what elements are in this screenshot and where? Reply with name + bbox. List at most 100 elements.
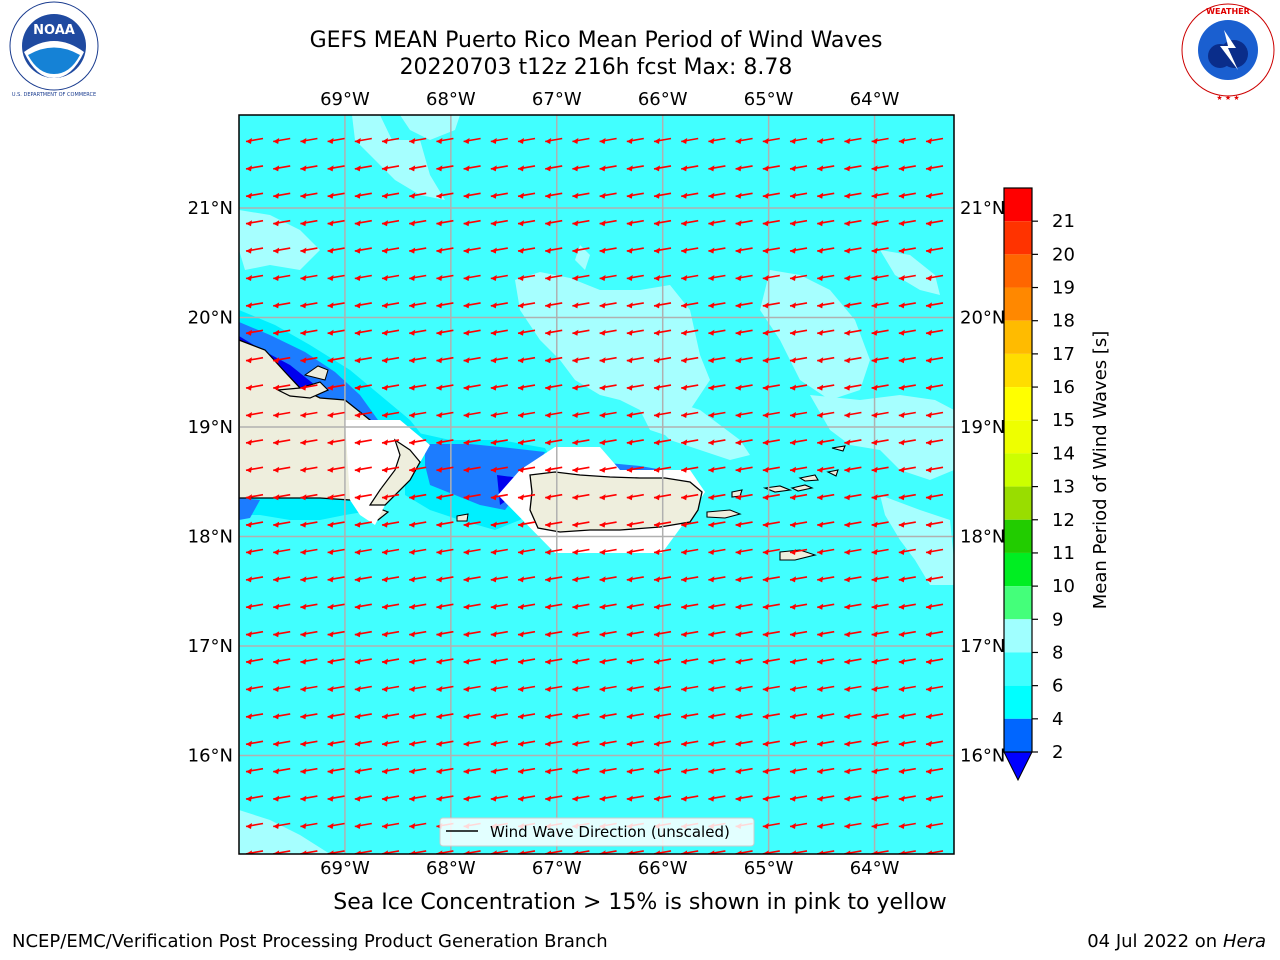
wave-arrow <box>653 740 672 747</box>
wave-arrow <box>599 329 617 336</box>
svg-text:U.S. DEPARTMENT OF COMMERCE: U.S. DEPARTMENT OF COMMERCE <box>12 92 96 98</box>
wave-arrow <box>517 548 536 555</box>
colorbar-segment <box>1004 387 1032 421</box>
wave-arrow <box>626 439 644 446</box>
wave-arrow <box>409 822 427 829</box>
wave-arrow <box>273 767 291 775</box>
wave-arrow <box>490 274 508 281</box>
wave-arrow <box>245 576 264 583</box>
wave-arrow <box>273 740 291 747</box>
wave-arrow <box>354 521 372 528</box>
wave-arrow <box>436 521 454 528</box>
wave-arrow <box>463 658 481 665</box>
wave-arrow <box>463 685 481 692</box>
lon-tick-label: 69°W <box>320 89 370 110</box>
wave-arrow <box>436 329 454 336</box>
wave-arrow <box>327 302 345 309</box>
wave-arrow <box>545 713 563 720</box>
wave-arrow <box>490 493 508 501</box>
svg-text:WEATHER: WEATHER <box>1206 7 1250 16</box>
colorbar-tick-label: 19 <box>1052 278 1075 299</box>
wave-arrow <box>789 384 808 391</box>
wave-arrow <box>354 329 372 336</box>
wave-arrow <box>844 658 862 665</box>
wave-arrow <box>300 329 318 336</box>
wave-arrow <box>789 767 808 775</box>
wave-arrow <box>789 493 808 501</box>
wave-arrow <box>409 439 427 446</box>
wave-arrow <box>789 548 808 555</box>
wave-arrow <box>327 356 345 364</box>
wave-arrow <box>653 137 672 144</box>
wave-arrow <box>844 137 862 144</box>
wave-arrow <box>817 302 835 309</box>
wave-arrow <box>735 165 753 172</box>
lat-tick-label: 18°N <box>960 527 1005 548</box>
wave-arrow <box>490 384 508 391</box>
wave-arrow <box>381 630 400 638</box>
wave-arrow <box>463 521 481 528</box>
wave-arrow <box>545 302 563 309</box>
wave-arrow <box>381 767 400 775</box>
wave-arrow <box>681 767 699 775</box>
wave-arrow <box>925 685 944 692</box>
wave-arrow <box>844 356 862 364</box>
wave-arrow <box>436 137 454 144</box>
wave-arrow <box>925 137 944 144</box>
wave-arrow <box>572 302 590 309</box>
wave-arrow <box>409 384 427 391</box>
wave-arrow <box>273 302 291 309</box>
wave-arrow <box>354 713 372 720</box>
wave-arrow <box>409 247 427 254</box>
wave-arrow <box>273 576 291 583</box>
wave-arrow <box>681 740 699 747</box>
wave-arrow <box>517 713 536 720</box>
wave-arrow <box>681 795 699 802</box>
wave-arrow <box>409 466 427 473</box>
wave-arrow <box>354 384 372 391</box>
wave-arrow <box>327 740 345 747</box>
wave-arrow <box>871 411 889 418</box>
wave-arrow <box>762 658 780 665</box>
colorbar-segment <box>1004 420 1032 454</box>
wave-arrow <box>653 384 672 391</box>
wave-arrow <box>354 356 372 364</box>
wave-arrow <box>463 439 481 446</box>
wave-arrow <box>817 466 835 473</box>
wave-arrow <box>409 576 427 583</box>
wave-arrow <box>925 603 944 610</box>
wave-arrow <box>300 630 318 638</box>
wave-arrow <box>436 548 454 555</box>
wave-arrow <box>925 767 944 775</box>
wave-arrow <box>599 274 617 281</box>
wave-arrow <box>327 795 345 802</box>
colorbar-segment <box>1004 254 1032 288</box>
wave-arrow <box>898 466 916 473</box>
wave-arrow <box>871 795 889 802</box>
wave-arrow <box>762 548 780 555</box>
wave-arrow <box>545 548 563 555</box>
lon-ticks-top: 69°W 68°W 67°W 66°W 65°W 64°W <box>320 89 900 110</box>
wave-arrow <box>925 713 944 720</box>
wave-arrow <box>898 603 916 610</box>
wave-arrow <box>871 302 889 309</box>
wave-arrow <box>844 329 862 336</box>
colorbar-segment <box>1004 552 1032 587</box>
wave-arrow <box>817 630 835 638</box>
wave-arrow <box>708 685 726 692</box>
wave-arrow <box>545 384 563 391</box>
wave-arrow <box>572 713 590 720</box>
wave-arrow <box>898 384 916 391</box>
wave-arrow <box>300 219 318 227</box>
wave-arrow <box>354 411 372 418</box>
wave-arrow <box>381 329 400 336</box>
wave-arrow <box>517 466 536 473</box>
wave-arrow <box>436 493 454 501</box>
wave-arrow <box>844 493 862 501</box>
svg-text:★ ★ ★: ★ ★ ★ <box>1216 94 1239 102</box>
wave-arrow <box>490 192 508 199</box>
wave-arrow <box>898 137 916 144</box>
wave-arrow <box>463 548 481 555</box>
wave-arrow <box>463 576 481 583</box>
wave-arrow <box>681 713 699 720</box>
